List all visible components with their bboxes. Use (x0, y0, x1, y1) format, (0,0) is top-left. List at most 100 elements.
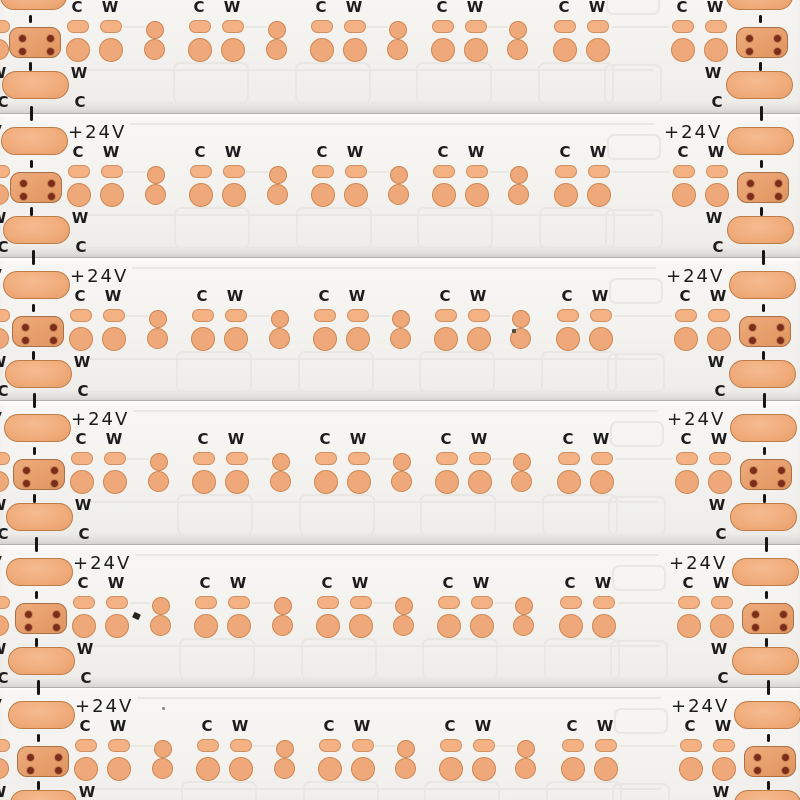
single-pad-small (154, 740, 172, 758)
warm-channel-pad (713, 739, 735, 752)
connector-hole (21, 336, 29, 344)
single-pad-large (151, 758, 173, 779)
warm-label: W (709, 287, 727, 305)
cool-led-pad (192, 470, 216, 494)
connector-hole (26, 753, 34, 761)
trace-outline (296, 207, 372, 249)
cool-label: C (77, 574, 89, 592)
trace-outline (416, 62, 492, 104)
trace-outline (295, 62, 371, 104)
trace-line (85, 247, 660, 249)
connector-hole (751, 623, 759, 631)
cool-channel-pad (75, 739, 97, 752)
warm-led-pad (586, 38, 610, 62)
warm-label: W (589, 143, 607, 161)
cut-mark-tick (759, 15, 762, 23)
cool-led-pad (69, 327, 93, 351)
warm-led-pad (224, 327, 248, 351)
connector-hole (22, 479, 30, 487)
cool-channel-pad (673, 165, 695, 178)
warm-channel-pad (348, 452, 370, 465)
connector-hole (49, 336, 57, 344)
adjacent-strip-warm-label: W (0, 211, 9, 226)
warm-channel-pad (469, 452, 491, 465)
warm-label: W (592, 430, 610, 448)
connector-hole (18, 47, 26, 55)
trace-line (129, 602, 151, 604)
cool-label: C (201, 717, 213, 735)
single-pad-small (390, 166, 408, 184)
single-pad-large (506, 39, 528, 60)
trace-line (368, 171, 389, 173)
cut-mark-tick (760, 106, 763, 121)
cool-led-pad (314, 470, 338, 494)
cut-mark-tick (37, 781, 40, 790)
cool-channel-pad (562, 739, 584, 752)
cool-label: C (437, 143, 449, 161)
single-pad-large (509, 328, 531, 349)
cool-label: C (679, 287, 691, 305)
cut-mark-tick (763, 494, 766, 503)
single-pad-large (389, 328, 411, 349)
warm-led-pad (589, 327, 613, 351)
adjacent-strip-pad (0, 20, 10, 33)
cool-label: C (71, 0, 83, 16)
connector-hole (21, 323, 29, 331)
connector-hole (19, 192, 27, 200)
warm-label: W (349, 430, 367, 448)
warm-led-pad (467, 327, 491, 351)
connector-pad (739, 316, 791, 347)
cool-led-pad (431, 38, 455, 62)
warm-channel-pad (587, 20, 609, 33)
warm-channel-pad (471, 596, 493, 609)
connector-pad (12, 316, 64, 347)
cool-led-pad (318, 757, 342, 781)
solder-terminal-pad (729, 271, 796, 299)
cool-terminal-label: C (78, 525, 90, 543)
cool-channel-pad (189, 20, 211, 33)
warm-label: W (474, 717, 492, 735)
cool-channel-pad (315, 452, 337, 465)
solder-terminal-pad (6, 558, 73, 586)
connector-hole (777, 479, 785, 487)
adjacent-strip-voltage-label: +24V (0, 123, 4, 142)
single-pad-large (147, 471, 169, 492)
cut-mark-tick (29, 62, 32, 71)
cool-label: C (323, 717, 335, 735)
cool-label: C (682, 574, 694, 592)
cool-terminal-label: C (711, 93, 723, 111)
solder-terminal-pad (3, 216, 70, 244)
cool-label: C (439, 287, 451, 305)
cut-mark-tick (35, 638, 38, 647)
cool-led-pad (435, 470, 459, 494)
connector-hole (19, 179, 27, 187)
solder-terminal-pad (5, 360, 72, 388)
dust-speck (512, 329, 516, 333)
warm-led-pad (229, 757, 253, 781)
cool-led-pad (189, 183, 213, 207)
trace-outline (546, 781, 622, 800)
warm-channel-pad (101, 165, 123, 178)
warm-label: W (594, 574, 612, 592)
single-pad-small (149, 310, 167, 328)
cool-led-pad (671, 38, 695, 62)
cool-label: C (315, 0, 327, 16)
single-pad-large (149, 615, 171, 636)
cut-mark-tick (763, 393, 766, 408)
single-pad-large (144, 184, 166, 205)
trace-line (494, 602, 514, 604)
trace-line (126, 315, 148, 317)
cut-mark-tick (37, 734, 40, 742)
connector-pad (10, 172, 62, 203)
cool-channel-pad (68, 165, 90, 178)
cool-label: C (194, 143, 206, 161)
cut-mark-tick (762, 304, 765, 312)
trace-outline (424, 781, 500, 800)
warm-channel-pad (705, 20, 727, 33)
adjacent-strip-cool-label: C (0, 525, 9, 543)
trace-line (133, 410, 657, 412)
single-pad-small (276, 740, 294, 758)
cut-mark-tick (30, 207, 33, 216)
